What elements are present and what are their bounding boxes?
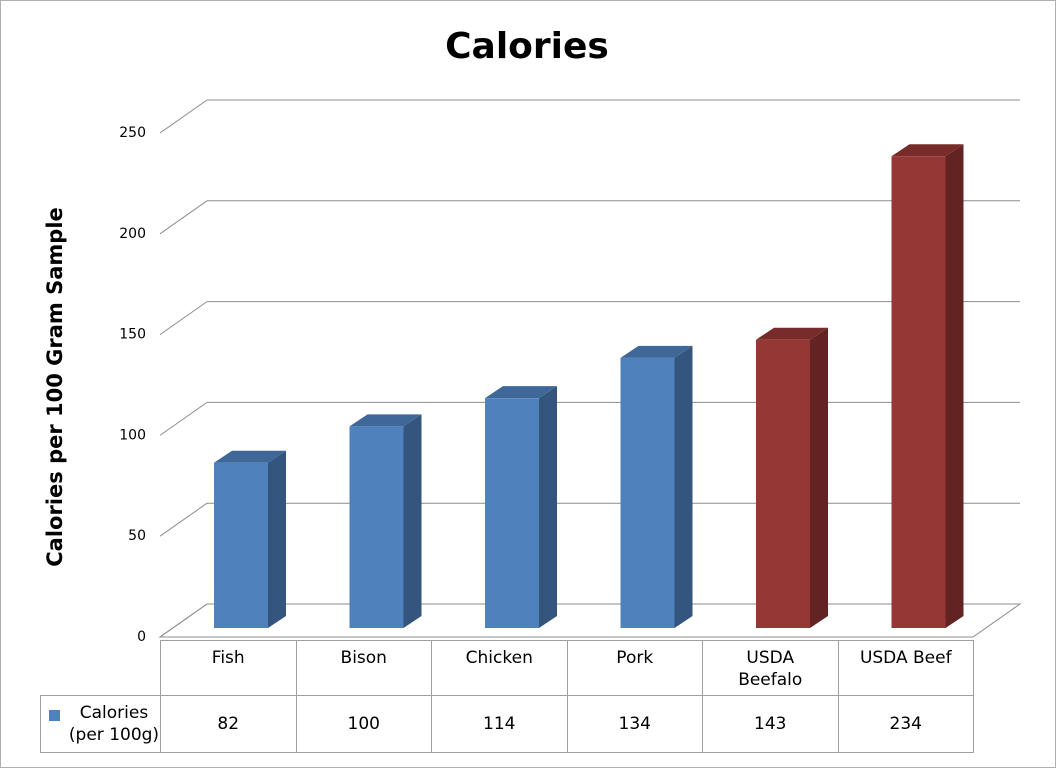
bar-front xyxy=(620,357,675,628)
grid-side xyxy=(159,603,208,638)
bar xyxy=(485,386,557,628)
bar-front xyxy=(891,156,946,629)
bar-side xyxy=(674,345,693,628)
bar-top xyxy=(349,414,422,427)
grid-side xyxy=(159,401,208,436)
value-cell: 134 xyxy=(566,695,703,753)
grid-side xyxy=(159,200,208,235)
bar xyxy=(214,450,286,628)
value-cell: 143 xyxy=(702,695,839,753)
grid-line xyxy=(159,502,1020,537)
bar-side xyxy=(810,327,828,628)
bar-side xyxy=(268,450,286,628)
y-tick-label: 200 xyxy=(119,226,146,242)
value-cell: 114 xyxy=(431,695,568,753)
category-cell: USDA Beef xyxy=(837,640,974,696)
bar-side xyxy=(403,414,422,628)
bar-front xyxy=(214,462,268,628)
grid-line xyxy=(159,200,1020,235)
bar-top xyxy=(485,386,557,399)
y-tick-label: 50 xyxy=(128,528,146,544)
y-tick-label: 0 xyxy=(137,629,146,645)
y-tick-label: 150 xyxy=(119,327,146,343)
legend-label: Calories (per 100g) xyxy=(68,702,160,745)
bar-side xyxy=(945,144,964,629)
value-cell: 82 xyxy=(160,695,297,753)
y-axis-title: Calories per 100 Gram Sample xyxy=(43,207,67,567)
bar-top xyxy=(214,450,286,463)
bar-top xyxy=(891,144,964,157)
value-cell: 234 xyxy=(837,695,974,753)
bar xyxy=(349,414,422,628)
category-cell: Fish xyxy=(160,640,297,696)
bar-side xyxy=(539,386,557,628)
grid-side xyxy=(159,502,208,537)
legend-swatch xyxy=(49,709,60,721)
bar-front xyxy=(349,426,404,628)
grid-line xyxy=(159,301,1020,336)
grid-side xyxy=(159,301,208,336)
category-cell: Bison xyxy=(295,640,432,696)
y-tick-label: 100 xyxy=(119,427,146,443)
bar-front xyxy=(756,339,810,628)
grid-line xyxy=(159,99,1020,134)
grid-line xyxy=(159,603,1020,638)
bar-top xyxy=(620,345,693,358)
category-cell: Chicken xyxy=(431,640,568,696)
bar xyxy=(756,327,828,628)
y-tick-label: 250 xyxy=(119,125,146,141)
bar-top xyxy=(756,327,828,340)
chart-title: Calories xyxy=(445,26,609,67)
legend-cell: Calories (per 100g) xyxy=(40,695,161,753)
bar xyxy=(620,345,693,628)
grid-side xyxy=(159,99,208,134)
bar-front xyxy=(485,398,539,628)
grid-line xyxy=(159,401,1020,436)
category-cell: USDA Beefalo xyxy=(702,640,839,696)
value-cell: 100 xyxy=(295,695,432,753)
category-cell: Pork xyxy=(566,640,703,696)
bar xyxy=(891,144,964,629)
